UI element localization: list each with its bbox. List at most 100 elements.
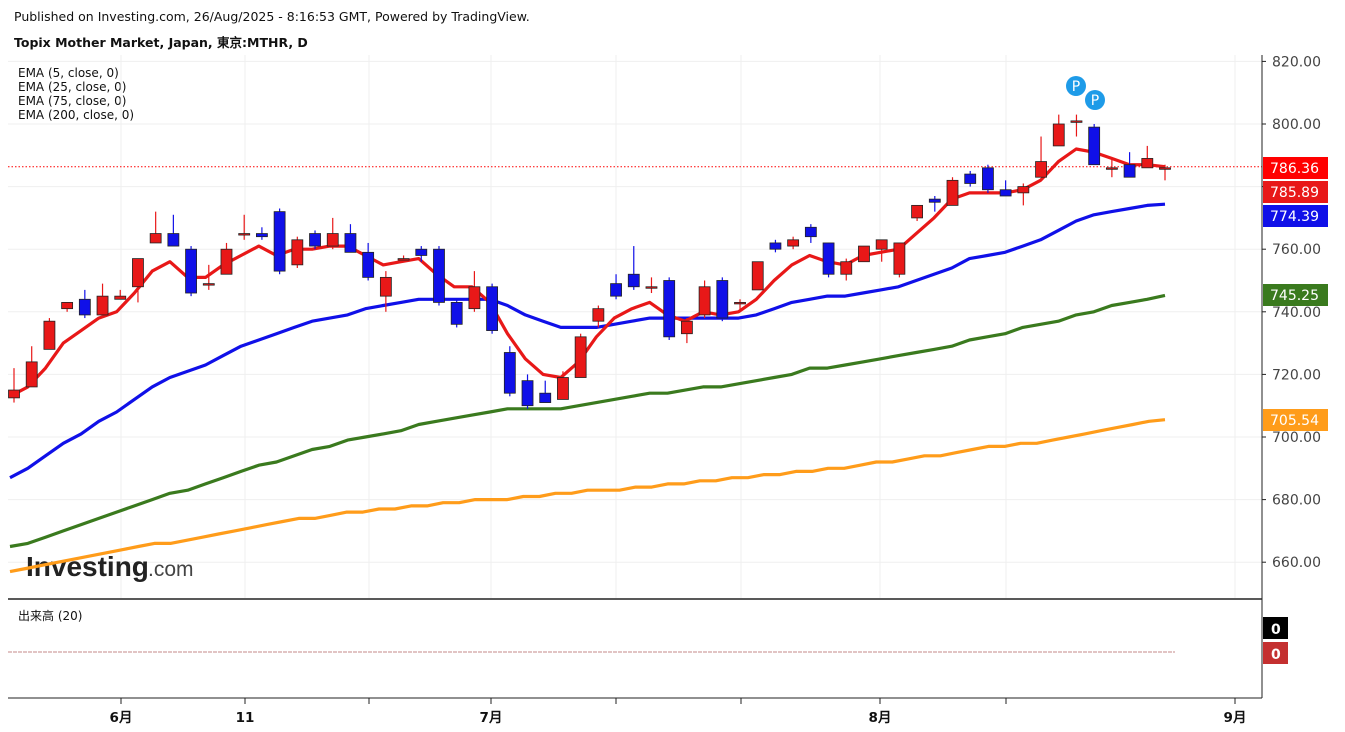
x-tick-label: 8月 — [869, 710, 892, 726]
x-axis-ticks: 6月 11 7月 8月 9月 — [110, 710, 1247, 726]
candle-up — [43, 320, 56, 350]
candle-up — [202, 283, 215, 286]
volume-label: 0 — [1271, 622, 1281, 638]
price-label: 774.39 — [1270, 209, 1319, 225]
y-tick-label: 800.00 — [1272, 117, 1321, 133]
price-labels: 786.36 785.89 774.39 745.25 705.54 — [1263, 157, 1328, 431]
candle-down — [185, 248, 197, 294]
candle-down — [167, 233, 180, 247]
candle-up — [149, 233, 162, 244]
candle-up — [25, 361, 38, 388]
symbol-title: Topix Mother Market, Japan, 東京:MTHR, D — [14, 35, 308, 50]
candle-up — [1159, 167, 1171, 170]
ema25-legend: EMA (25, close, 0) — [18, 80, 127, 94]
ema200-legend: EMA (200, close, 0) — [18, 108, 135, 122]
y-tick-label: 660.00 — [1272, 555, 1321, 571]
ema-lines — [9, 147, 1166, 574]
candle-up — [1070, 120, 1083, 123]
y-tick-label: 720.00 — [1272, 367, 1321, 383]
candle-up — [734, 302, 746, 305]
candle-up — [840, 261, 853, 275]
candle-down — [273, 211, 286, 272]
candle-down — [433, 248, 445, 303]
ema75-legend: EMA (75, close, 0) — [18, 94, 127, 108]
ema25-line — [9, 202, 1166, 480]
candle-up — [946, 179, 959, 206]
candle-up — [238, 233, 251, 236]
candle-down — [610, 283, 622, 297]
x-tick-label: 7月 — [480, 710, 503, 726]
volume-legend: 出来高 (20) — [18, 609, 83, 623]
candle-up — [787, 239, 800, 247]
candle-down — [344, 233, 357, 253]
y-tick-label: 700.00 — [1272, 430, 1321, 446]
candle-down — [716, 280, 729, 319]
price-label-bg — [1263, 157, 1328, 179]
candle-up — [220, 248, 233, 275]
y-tick-label: 760.00 — [1272, 242, 1321, 258]
price-label-bg — [1263, 181, 1328, 203]
volume-label: 0 — [1271, 647, 1281, 663]
candle-up — [557, 377, 569, 400]
candle-up — [911, 204, 923, 219]
ema5-line — [9, 147, 1166, 398]
candle-up — [379, 276, 392, 297]
volume-label-bg — [1263, 617, 1288, 639]
price-label: 705.54 — [1270, 413, 1319, 429]
price-label: 745.25 — [1270, 288, 1319, 304]
candle-down — [450, 302, 463, 325]
logo-suffix: .com — [148, 558, 194, 581]
candle-down — [1088, 126, 1101, 166]
volume-panel: 00 — [8, 617, 1288, 664]
candle-down — [769, 242, 782, 250]
event-badges[interactable]: PP — [1066, 76, 1105, 110]
candles — [8, 114, 1171, 409]
candle-up — [893, 242, 906, 275]
y-tick-label: 820.00 — [1272, 54, 1321, 70]
candle-down — [503, 352, 516, 394]
price-label-bg — [1263, 205, 1328, 227]
candle-up — [645, 286, 658, 289]
candle-up — [1035, 161, 1047, 178]
candle-up — [680, 320, 693, 335]
candle-down — [804, 226, 817, 238]
candle-down — [999, 189, 1012, 197]
candle-down — [256, 233, 268, 238]
candle-up — [397, 258, 410, 261]
y-tick-label: 740.00 — [1272, 305, 1321, 321]
candle-up — [1052, 123, 1065, 147]
published-info: Published on Investing.com, 26/Aug/2025 … — [14, 9, 530, 24]
candle-up — [574, 336, 587, 378]
y-tick-label: 680.00 — [1272, 493, 1321, 509]
candle-down — [362, 251, 375, 278]
event-badge-circle — [1066, 76, 1086, 96]
investing-logo: Investing .com — [26, 551, 194, 582]
ema75-line — [9, 293, 1166, 549]
candle-down — [928, 198, 941, 203]
candle-down — [521, 380, 534, 407]
y-axis-ticks: 820.00800.00780.00760.00740.00720.00700.… — [1262, 54, 1321, 571]
event-badge-circle — [1085, 90, 1105, 110]
candle-up — [1141, 158, 1154, 169]
chart-frame — [8, 55, 1263, 699]
x-tick-label: 9月 — [1224, 710, 1247, 726]
price-label-bg — [1263, 284, 1328, 306]
candle-up — [468, 286, 481, 310]
candle-up — [858, 245, 870, 263]
candle-up — [875, 239, 888, 250]
x-tick-label: 6月 — [110, 710, 133, 726]
candle-up — [8, 389, 20, 399]
candle-down — [415, 248, 428, 256]
candle-down — [1123, 164, 1136, 178]
price-label: 786.36 — [1270, 161, 1319, 177]
candle-up — [61, 302, 74, 310]
candle-up — [132, 258, 144, 288]
candle-up — [698, 286, 711, 316]
candle-down — [982, 167, 994, 191]
price-label: 785.89 — [1270, 185, 1319, 201]
candle-down — [663, 280, 676, 338]
ema200-line — [9, 418, 1166, 574]
candle-down — [964, 173, 977, 184]
volume-label-bg — [1263, 642, 1288, 664]
